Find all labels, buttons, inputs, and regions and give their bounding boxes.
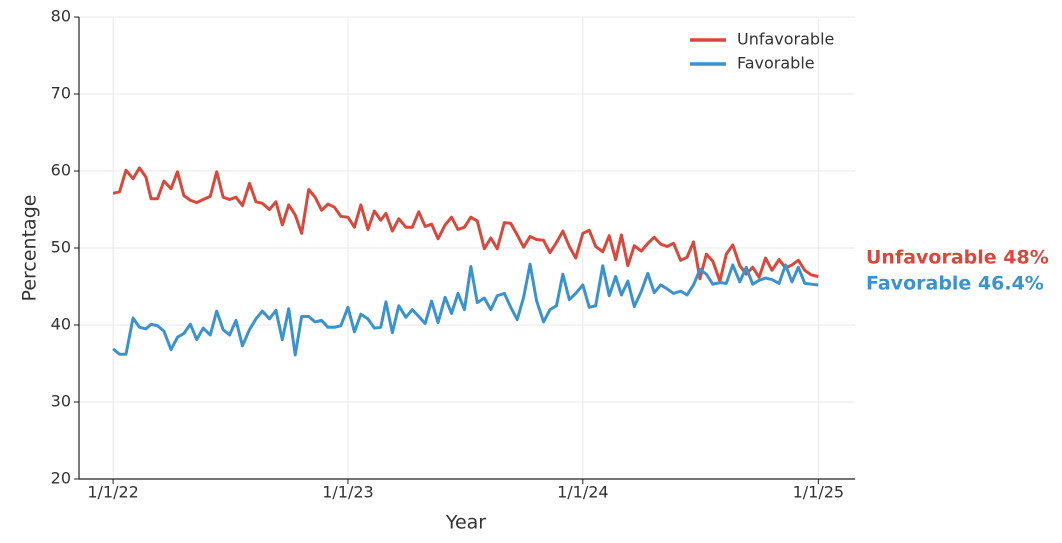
x-tick-label: 1/1/22 — [87, 483, 139, 502]
x-tick-label: 1/1/23 — [322, 483, 374, 502]
end-label: Unfavorable 48% — [866, 247, 1049, 269]
series-line — [112, 166, 819, 283]
x-tick-label: 1/1/24 — [557, 483, 609, 502]
series-line — [112, 262, 819, 357]
y-tick-label: 50 — [51, 238, 71, 257]
y-tick-label: 80 — [51, 7, 71, 26]
legend-label: Unfavorable — [737, 30, 834, 49]
y-tick-label: 20 — [51, 469, 71, 488]
y-tick-label: 60 — [51, 161, 71, 180]
x-tick-label: 1/1/25 — [793, 483, 845, 502]
x-axis-label: Year — [445, 512, 486, 534]
end-label: Favorable 46.4% — [866, 273, 1044, 295]
y-tick-label: 70 — [51, 84, 71, 103]
legend-label: Favorable — [737, 54, 815, 73]
y-tick-label: 40 — [51, 315, 71, 334]
y-axis-label: Percentage — [19, 195, 41, 302]
y-tick-label: 30 — [51, 392, 71, 411]
